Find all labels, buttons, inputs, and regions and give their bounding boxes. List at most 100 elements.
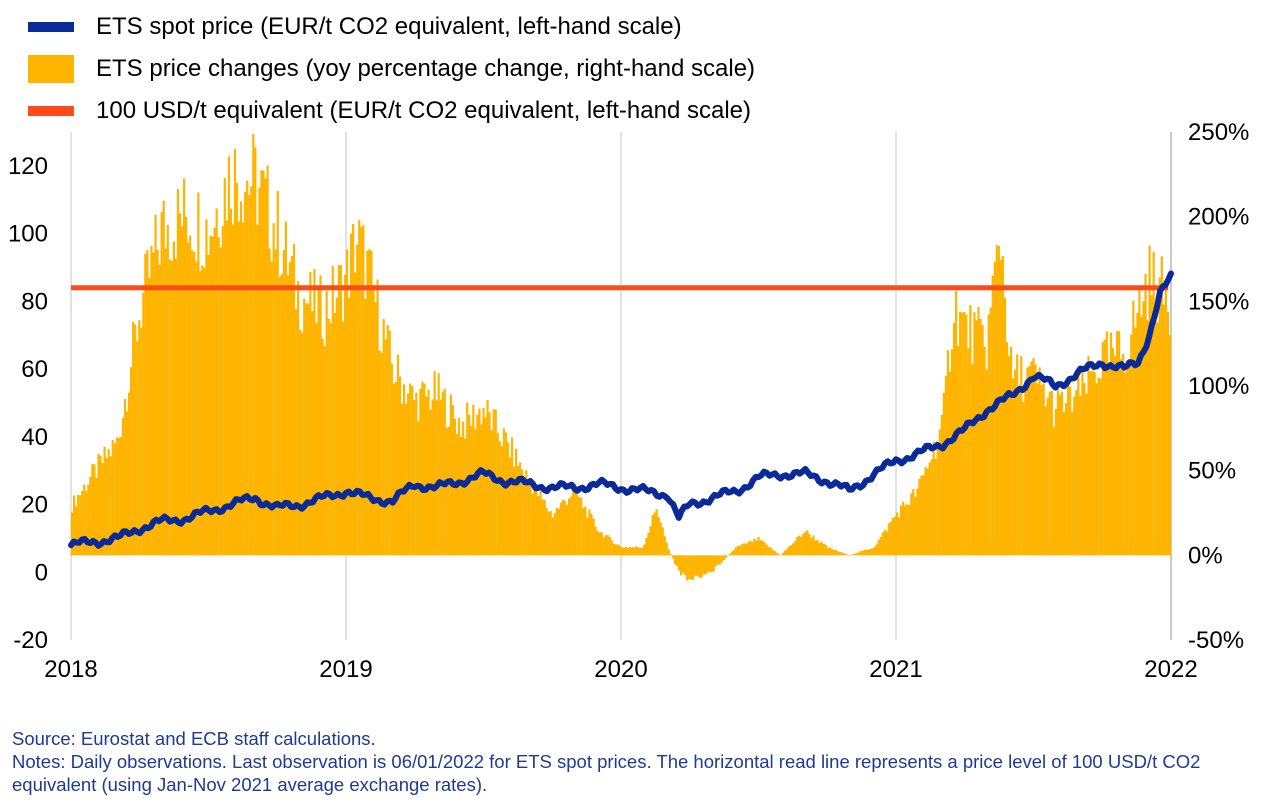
price-change-bar [836, 551, 840, 556]
price-change-bar [950, 349, 954, 556]
price-change-bar [400, 403, 404, 556]
price-change-bar [828, 547, 831, 556]
price-change-bar [433, 371, 436, 556]
price-change-bar [653, 512, 656, 556]
price-change-bar [1124, 372, 1127, 556]
price-change-bar [486, 399, 489, 556]
price-change-bar [610, 540, 613, 556]
price-change-bar [816, 540, 819, 556]
price-change-bar [70, 512, 74, 556]
price-change-bar [826, 547, 829, 556]
x-tick-label: 2018 [44, 656, 97, 683]
price-change-bar [1048, 391, 1051, 556]
price-change-bar [549, 511, 552, 556]
price-change-bar [439, 399, 442, 556]
price-change-bar [160, 212, 163, 556]
price-change-bar [830, 548, 833, 556]
price-change-bar [643, 544, 646, 556]
price-change-bar [504, 432, 508, 556]
price-change-bar [506, 442, 510, 556]
price-change-bar [1117, 331, 1121, 556]
price-change-bar [539, 491, 542, 556]
price-change-bar [586, 517, 589, 556]
y-right-tick-label: 200% [1188, 204, 1249, 231]
price-change-bar [478, 408, 481, 556]
legend-label-usd-equivalent: 100 USD/t equivalent (EUR/t CO2 equivale… [96, 97, 751, 124]
price-change-bar [464, 438, 467, 556]
price-change-bar [1119, 359, 1123, 556]
price-change-bar [260, 170, 263, 556]
price-change-bar [101, 463, 104, 556]
price-change-bar [382, 319, 385, 556]
price-change-bar [244, 191, 247, 556]
price-change-bar [134, 324, 137, 556]
price-change-bar [543, 499, 546, 556]
price-change-bar [227, 156, 230, 556]
price-change-bar [1150, 295, 1153, 556]
price-change-bar [730, 551, 734, 556]
price-change-bar [152, 252, 155, 556]
price-change-bar [215, 208, 218, 556]
price-change-bar [313, 269, 316, 556]
price-change-bar [284, 221, 288, 556]
price-change-bar [525, 470, 528, 556]
price-change-bar [606, 534, 609, 556]
price-change-bar [429, 409, 432, 556]
legend-swatch-price-changes [28, 55, 74, 83]
price-change-bar [333, 312, 336, 556]
price-change-bar [307, 303, 310, 556]
price-change-bar [920, 475, 923, 556]
price-change-bar [162, 200, 165, 556]
price-change-bar [136, 340, 139, 556]
price-change-bar [81, 490, 84, 556]
price-change-bar [908, 504, 911, 556]
price-change-bar [716, 555, 719, 565]
price-change-bar [667, 549, 670, 556]
price-change-bar [488, 412, 491, 556]
price-change-bar [983, 346, 986, 556]
price-change-bar [647, 532, 650, 556]
price-change-bar [895, 512, 899, 556]
price-change-bar [633, 547, 636, 556]
price-change-bar [698, 555, 701, 578]
price-change-bar [1166, 311, 1170, 556]
price-change-bar [710, 555, 713, 573]
price-change-bar [327, 318, 330, 556]
price-change-bar [529, 482, 532, 556]
price-change-bar [301, 332, 304, 556]
price-change-bar [512, 466, 516, 556]
price-change-bar [223, 177, 226, 556]
price-change-bar [1083, 383, 1086, 556]
price-change-bar [637, 547, 640, 556]
y-right-tick-label: 100% [1188, 373, 1249, 400]
y-left-tick-label: 40 [21, 424, 48, 451]
price-change-bar [796, 537, 799, 556]
price-change-bar [121, 417, 125, 556]
price-change-bar [272, 223, 275, 556]
price-change-bar [1136, 312, 1139, 556]
price-change-bar [413, 399, 416, 556]
price-change-bar [527, 479, 530, 556]
price-change-bar [1085, 393, 1088, 556]
price-change-bar [258, 187, 261, 556]
price-change-bar [419, 388, 422, 556]
price-change-bar [519, 462, 522, 556]
price-change-bar [1101, 341, 1104, 556]
price-change-bar [1160, 256, 1163, 556]
price-change-bar [684, 555, 687, 576]
price-change-bar [649, 526, 652, 556]
price-change-bar [533, 488, 536, 556]
price-change-bar [207, 254, 210, 556]
price-change-bar [1022, 401, 1025, 556]
price-change-bar [358, 220, 361, 556]
price-change-bar [290, 256, 294, 556]
price-change-bar [79, 495, 82, 556]
price-change-bar [219, 247, 222, 556]
price-change-bar [916, 488, 919, 556]
price-change-bar [474, 429, 477, 556]
price-change-bar [274, 249, 277, 556]
y-left-tick-label: 120 [8, 153, 48, 180]
price-change-bar [459, 436, 463, 556]
price-change-bar [531, 494, 534, 556]
price-change-bar [639, 547, 642, 556]
